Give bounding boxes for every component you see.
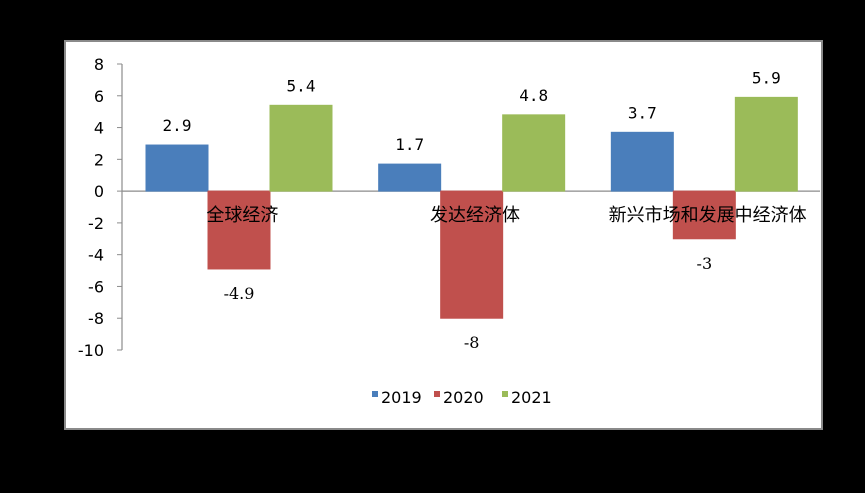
y-tick-label: -8 bbox=[88, 309, 104, 328]
bar-2019 bbox=[611, 132, 673, 191]
data-label: 3.7 bbox=[628, 103, 657, 122]
y-tick-label: 4 bbox=[94, 119, 104, 138]
y-tick-label: -6 bbox=[88, 277, 104, 296]
data-label: -3 bbox=[697, 254, 713, 273]
y-tick-label: 0 bbox=[94, 182, 104, 201]
data-label: 1.7 bbox=[395, 135, 424, 154]
data-label: -4.9 bbox=[224, 284, 255, 303]
legend-swatch-2021 bbox=[502, 391, 508, 397]
y-tick-label: 8 bbox=[94, 55, 104, 74]
bar-2019 bbox=[146, 145, 208, 191]
data-label: 5.4 bbox=[287, 76, 316, 95]
y-tick-label: 6 bbox=[94, 87, 104, 106]
bar-2021 bbox=[503, 115, 565, 191]
legend-swatch-2020 bbox=[434, 391, 440, 397]
y-tick-label: -10 bbox=[78, 341, 104, 360]
legend-label: 2021 bbox=[511, 388, 552, 407]
category-label: 全球经济 bbox=[206, 205, 278, 226]
bar-2021 bbox=[735, 97, 797, 191]
legend-label: 2019 bbox=[381, 388, 422, 407]
data-label: 2.9 bbox=[163, 116, 192, 135]
bar-2019 bbox=[379, 164, 441, 191]
data-label: -8 bbox=[464, 333, 480, 352]
y-tick-label: -4 bbox=[88, 246, 104, 265]
bar-2020 bbox=[208, 191, 270, 269]
legend-swatch-2019 bbox=[372, 391, 378, 397]
y-tick-label: -2 bbox=[88, 214, 104, 233]
legend-label: 2020 bbox=[443, 388, 484, 407]
category-label: 新兴市场和发展中经济体 bbox=[609, 205, 807, 226]
y-tick-label: 2 bbox=[94, 150, 104, 169]
data-label: 5.9 bbox=[752, 68, 781, 87]
bar-2021 bbox=[270, 105, 332, 191]
category-label: 发达经济体 bbox=[430, 205, 520, 226]
data-label: 4.8 bbox=[519, 86, 548, 105]
